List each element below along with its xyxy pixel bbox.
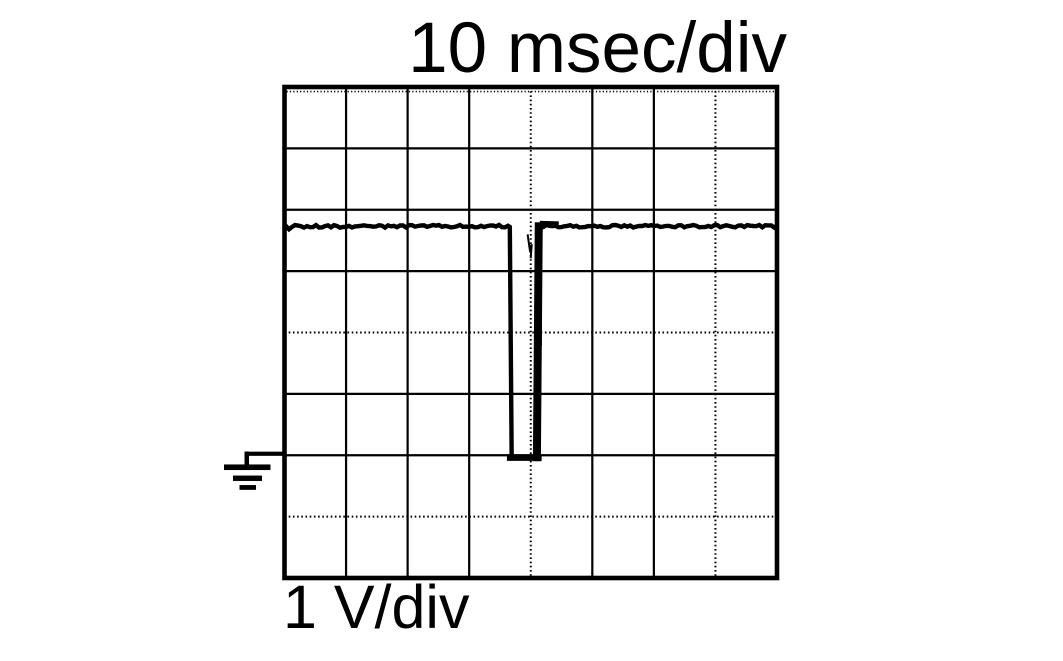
time-scale-label: 10 msec/div [408,9,787,88]
ground-symbol-part [244,451,249,467]
ground-symbol-icon [224,451,287,490]
waveform-rising-edge [532,222,543,462]
waveform-falling-edge [507,225,514,459]
waveform-ringing [526,234,533,259]
graticule-border [282,84,780,581]
ground-symbol-part [224,464,271,471]
ground-symbol-part [233,475,262,481]
waveform-trace [282,222,512,233]
waveform-trace [538,222,780,231]
voltage-scale-label: 1 V/div [283,573,470,641]
ground-symbol-part [239,485,256,490]
ground-symbol-part [244,451,287,456]
